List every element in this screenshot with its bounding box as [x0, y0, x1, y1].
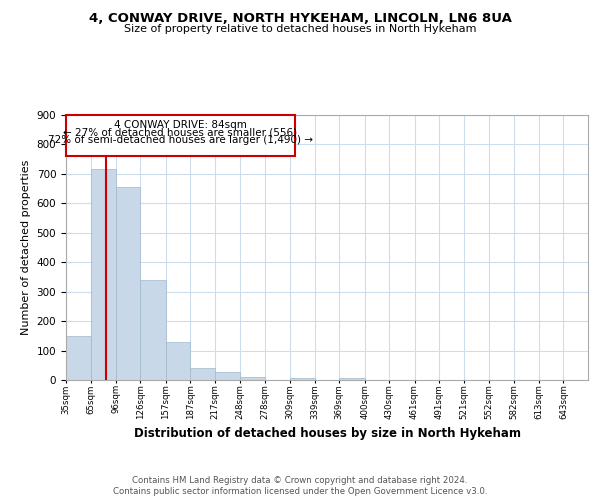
Bar	[290, 378, 315, 380]
Bar	[190, 368, 215, 380]
Bar	[116, 187, 140, 380]
Text: 4 CONWAY DRIVE: 84sqm: 4 CONWAY DRIVE: 84sqm	[114, 120, 247, 130]
Bar	[166, 342, 190, 380]
Bar	[91, 170, 116, 380]
Bar	[339, 378, 365, 380]
Bar	[66, 336, 91, 380]
Bar	[215, 372, 240, 380]
Bar	[240, 377, 265, 380]
X-axis label: Distribution of detached houses by size in North Hykeham: Distribution of detached houses by size …	[133, 428, 521, 440]
Text: Size of property relative to detached houses in North Hykeham: Size of property relative to detached ho…	[124, 24, 476, 34]
Text: Contains public sector information licensed under the Open Government Licence v3: Contains public sector information licen…	[113, 487, 487, 496]
Text: Contains HM Land Registry data © Crown copyright and database right 2024.: Contains HM Land Registry data © Crown c…	[132, 476, 468, 485]
Text: 4, CONWAY DRIVE, NORTH HYKEHAM, LINCOLN, LN6 8UA: 4, CONWAY DRIVE, NORTH HYKEHAM, LINCOLN,…	[89, 12, 511, 26]
Y-axis label: Number of detached properties: Number of detached properties	[21, 160, 31, 335]
FancyBboxPatch shape	[66, 115, 295, 156]
Bar	[140, 280, 166, 380]
Text: 72% of semi-detached houses are larger (1,490) →: 72% of semi-detached houses are larger (…	[48, 134, 313, 144]
Text: ← 27% of detached houses are smaller (556): ← 27% of detached houses are smaller (55…	[64, 128, 298, 138]
